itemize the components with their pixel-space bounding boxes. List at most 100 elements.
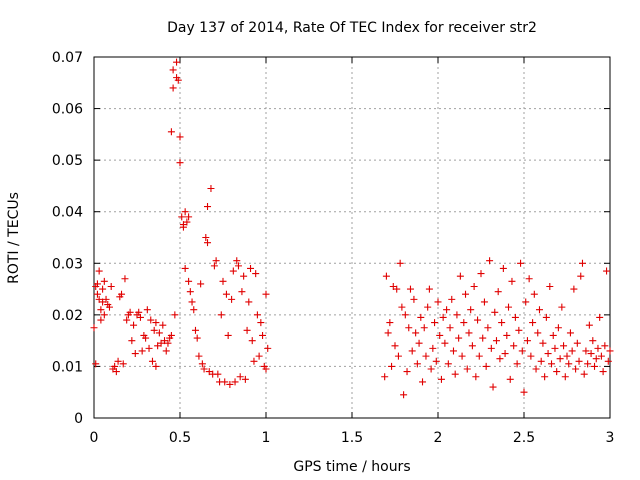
data-point <box>604 357 612 365</box>
data-point <box>90 324 98 332</box>
data-point <box>560 342 568 350</box>
x-tick-label: 0.5 <box>169 430 191 446</box>
data-point <box>97 316 105 324</box>
data-point <box>150 326 158 334</box>
data-point <box>503 331 511 339</box>
x-tick-label: 1.5 <box>341 430 363 446</box>
data-point <box>259 331 267 339</box>
y-tick-label: 0 <box>74 411 83 427</box>
data-point <box>195 352 203 360</box>
y-tick-label: 0.01 <box>52 359 83 375</box>
data-point <box>460 319 468 327</box>
data-point <box>131 350 139 358</box>
data-point <box>541 373 549 381</box>
data-point <box>432 357 440 365</box>
data-point <box>582 347 590 355</box>
data-point <box>511 313 519 321</box>
data-point <box>592 355 600 363</box>
data-point <box>262 290 270 298</box>
data-point <box>93 290 101 298</box>
y-tick-label: 0.03 <box>52 256 83 272</box>
data-point <box>152 319 160 327</box>
data-point <box>135 308 143 316</box>
data-point <box>451 370 459 378</box>
data-point <box>410 295 418 303</box>
data-point <box>422 352 430 360</box>
data-point <box>121 275 129 283</box>
x-axis-label: GPS time / hours <box>293 459 410 475</box>
data-point <box>415 339 423 347</box>
data-point <box>185 277 193 285</box>
data-point <box>238 288 246 296</box>
data-point <box>190 306 198 314</box>
data-point <box>105 303 113 311</box>
data-point <box>148 357 156 365</box>
data-point <box>434 298 442 306</box>
data-point <box>589 337 597 345</box>
data-point <box>489 383 497 391</box>
y-tick-label: 0.05 <box>52 153 83 169</box>
data-point <box>159 321 167 329</box>
data-point <box>403 368 411 376</box>
data-point <box>549 331 557 339</box>
data-point <box>234 262 242 270</box>
data-point <box>204 239 212 247</box>
data-point <box>453 311 461 319</box>
data-point <box>191 326 199 334</box>
data-point <box>584 360 592 368</box>
data-point <box>486 257 494 265</box>
data-point <box>566 329 574 337</box>
data-point <box>174 76 182 84</box>
data-point <box>186 288 194 296</box>
data-point <box>193 334 201 342</box>
data-point <box>247 264 255 272</box>
data-point <box>99 285 107 293</box>
data-point <box>169 66 177 74</box>
data-point <box>386 319 394 327</box>
data-point <box>539 339 547 347</box>
data-point <box>553 368 561 376</box>
data-point <box>470 282 478 290</box>
data-point <box>252 270 260 278</box>
data-point <box>563 352 571 360</box>
data-point <box>463 365 471 373</box>
data-point <box>138 347 146 355</box>
data-point <box>253 311 261 319</box>
data-point <box>535 306 543 314</box>
data-point <box>224 331 232 339</box>
data-point <box>255 352 263 360</box>
data-point <box>93 280 101 288</box>
data-point <box>575 357 583 365</box>
data-point <box>546 282 554 290</box>
data-point <box>606 347 614 355</box>
data-point <box>510 342 518 350</box>
data-point <box>210 262 218 270</box>
data-point <box>169 84 177 92</box>
data-point <box>577 272 585 280</box>
data-point <box>551 344 559 352</box>
data-point <box>596 313 604 321</box>
data-point <box>597 352 605 360</box>
data-point <box>578 259 586 267</box>
data-point <box>455 334 463 342</box>
data-point <box>518 347 526 355</box>
data-point <box>501 350 509 358</box>
data-point <box>523 337 531 345</box>
data-point <box>572 365 580 373</box>
data-point <box>204 203 212 211</box>
data-point <box>167 331 175 339</box>
data-point <box>217 311 225 319</box>
data-point <box>382 272 390 280</box>
data-point <box>130 321 138 329</box>
data-point <box>530 290 538 298</box>
data-point <box>419 378 427 386</box>
data-point <box>219 277 227 285</box>
data-point <box>221 378 229 386</box>
grid-lines <box>94 57 610 418</box>
data-point <box>561 373 569 381</box>
data-point <box>412 329 420 337</box>
data-point <box>388 362 396 370</box>
y-tick-label: 0.06 <box>52 102 83 118</box>
data-point <box>525 275 533 283</box>
data-point <box>240 272 248 280</box>
